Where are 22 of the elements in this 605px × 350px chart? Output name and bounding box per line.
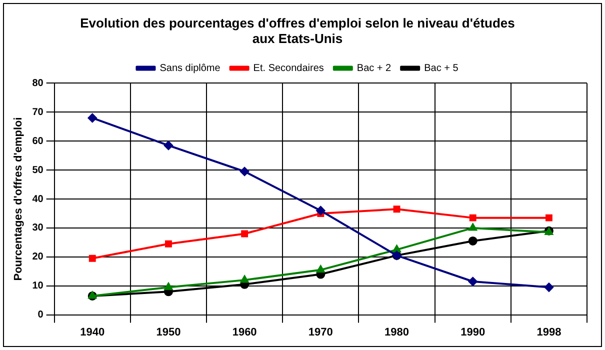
chart-title: Evolution des pourcentages d'offres d'emploi selon le niveau d'études aux Etats-Unis: [80, 15, 515, 46]
y-axis-title: Pourcentages d'offres d'emploi: [12, 117, 25, 281]
legend-label: Sans diplôme: [160, 62, 221, 74]
legend-label: Bac + 5: [424, 62, 459, 74]
y-tick-label: 10: [32, 280, 44, 292]
x-tick-label: 1980: [384, 326, 409, 338]
legend-label: Et. Secondaires: [253, 62, 324, 74]
x-tick-label: 1998: [536, 326, 562, 338]
legend-label: Bac + 2: [356, 62, 392, 74]
y-tick-label: 70: [32, 106, 44, 118]
y-tick-label: 50: [32, 164, 44, 176]
y-tick-label: 30: [32, 222, 44, 234]
y-tick-label: 20: [32, 252, 44, 263]
x-tick-label: 1950: [156, 326, 181, 338]
x-tick-label: 1990: [460, 326, 486, 338]
x-tick-label: 1940: [80, 326, 105, 338]
x-tick-label: 1970: [308, 326, 333, 338]
x-tick-label: 1960: [232, 326, 257, 338]
y-tick-label: 60: [32, 136, 44, 147]
y-tick-label: 80: [32, 78, 44, 89]
y-tick-label: 40: [32, 194, 44, 205]
y-tick-label: 0: [38, 310, 44, 321]
